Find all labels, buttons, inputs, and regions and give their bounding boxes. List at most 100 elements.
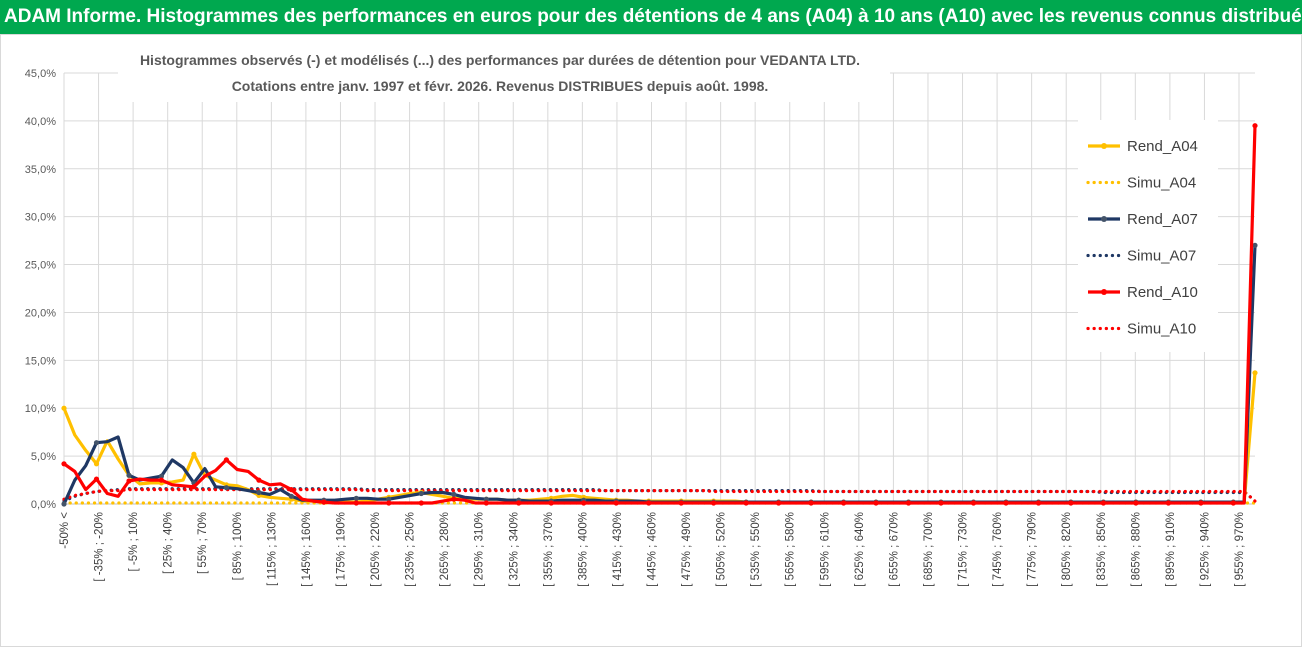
- y-tick-label: 45,0%: [25, 68, 56, 80]
- legend-label: Rend_A04: [1127, 138, 1198, 155]
- data-point: [191, 484, 197, 490]
- legend-label: Simu_A07: [1127, 248, 1196, 265]
- y-tick-label: 20,0%: [25, 307, 56, 319]
- data-point: [386, 500, 392, 506]
- series-rend-a10: [61, 123, 1258, 506]
- data-point: [158, 473, 164, 479]
- data-point: [873, 500, 879, 506]
- x-tick-label: [ -35% ; -20%: [94, 512, 106, 582]
- legend-item-simu-a10: Simu_A10: [1086, 321, 1196, 338]
- data-point: [1035, 500, 1042, 506]
- data-point: [1165, 500, 1171, 506]
- x-tick-label: [ 385% ; 400%: [577, 512, 589, 587]
- x-tick-label: [ 505% ; 520%: [716, 512, 728, 587]
- x-tick-label: [ 235% ; 250%: [405, 512, 417, 587]
- x-tick-label: [ 175% ; 190%: [335, 512, 347, 587]
- data-point: [256, 489, 262, 496]
- legend-label: Simu_A10: [1127, 321, 1196, 338]
- legend-item-rend-a10: Rend_A10: [1088, 284, 1198, 301]
- x-tick-label: [ 955% ; 970%: [1234, 512, 1246, 587]
- chart-title-background: [118, 42, 890, 102]
- legend-item-simu-a04: Simu_A04: [1086, 175, 1196, 192]
- y-tick-label: 10,0%: [25, 403, 56, 415]
- data-point: [126, 472, 132, 478]
- x-tick-label: [ 295% ; 310%: [474, 512, 486, 587]
- x-tick-label: [ 835% ; 850%: [1096, 512, 1108, 587]
- x-tick-label: [ 775% ; 790%: [1027, 512, 1039, 587]
- x-tick-label: [ 325% ; 340%: [508, 512, 520, 587]
- x-tick-label: [ 595% ; 610%: [819, 512, 831, 587]
- data-point: [288, 493, 294, 499]
- x-tick-label: [ 445% ; 460%: [647, 512, 659, 587]
- x-tick-label: [ 85% ; 100%: [232, 512, 244, 580]
- series-simu-a10: [62, 488, 1257, 503]
- x-tick-label: [ 925% ; 940%: [1199, 512, 1211, 587]
- x-tick-label: [ 715% ; 730%: [958, 512, 970, 587]
- legend-label: Simu_A04: [1127, 175, 1196, 192]
- x-tick-label: [ -5% ; 10%: [128, 512, 140, 571]
- data-point: [353, 495, 359, 501]
- y-tick-label: 15,0%: [25, 355, 56, 367]
- series-line: [62, 372, 1257, 504]
- x-tick-label: [ 625% ; 640%: [854, 512, 866, 587]
- data-point: [646, 500, 652, 506]
- series-rend-a04: [61, 370, 1258, 505]
- data-point: [61, 405, 67, 411]
- x-tick-label: [ 865% ; 880%: [1130, 512, 1142, 587]
- x-tick-label: [ 415% ; 430%: [612, 512, 624, 587]
- data-point: [581, 500, 587, 506]
- legend-item-rend-a04: Rend_A04: [1088, 138, 1198, 155]
- chart-title: Histogrammes observés (-) et modélisés (…: [140, 52, 860, 68]
- x-tick-label: [ 145% ; 160%: [301, 512, 313, 587]
- x-tick-label: [ 565% ; 580%: [785, 512, 797, 587]
- data-point: [418, 490, 424, 497]
- data-point: [418, 500, 424, 506]
- series-line: [63, 125, 1257, 505]
- data-point: [678, 500, 684, 506]
- y-tick-label: 5,0%: [31, 451, 56, 463]
- x-tick-label: [ 655% ; 670%: [888, 512, 900, 587]
- x-tick-label: [ 805% ; 820%: [1061, 512, 1073, 587]
- data-point: [483, 496, 489, 502]
- data-point: [776, 500, 782, 506]
- series-line: [62, 245, 1257, 505]
- data-point: [1068, 500, 1074, 506]
- data-point: [808, 500, 814, 506]
- legend-item-simu-a07: Simu_A07: [1086, 248, 1196, 265]
- legend-label: Rend_A10: [1127, 284, 1198, 301]
- data-point: [1252, 123, 1258, 129]
- data-point: [126, 478, 132, 484]
- x-tick-label: [ 745% ; 760%: [992, 512, 1004, 587]
- data-point: [1252, 242, 1258, 248]
- data-point: [711, 500, 717, 506]
- legend-label: Rend_A07: [1127, 211, 1198, 228]
- data-point: [93, 440, 100, 446]
- chart-series: [61, 123, 1258, 507]
- data-point: [1100, 500, 1106, 506]
- x-tick-label: [ 535% ; 550%: [750, 512, 762, 587]
- legend-item-rend-a07: Rend_A07: [1088, 211, 1198, 228]
- y-axis: 0,0% 5,0% 10,0% 15,0% 20,0% 25,0% 30,0% 35,0% 40…: [25, 68, 56, 511]
- data-point: [613, 500, 619, 506]
- data-point: [1003, 500, 1009, 506]
- x-tick-label: [ 895% ; 910%: [1165, 512, 1177, 587]
- data-point: [93, 461, 100, 467]
- data-point: [1230, 500, 1236, 506]
- legend-marker: [1101, 143, 1107, 149]
- data-point: [548, 500, 554, 506]
- data-point: [905, 500, 912, 506]
- data-point: [451, 496, 457, 502]
- data-point: [256, 477, 262, 483]
- data-point: [1198, 500, 1204, 506]
- data-point: [61, 461, 67, 467]
- report-title-banner: ADAM Informe. Histogrammes des performan…: [0, 0, 1302, 34]
- chart-subtitle: Cotations entre janv. 1997 et févr. 2026…: [232, 78, 769, 94]
- x-tick-label: [ 355% ; 370%: [543, 512, 555, 587]
- data-point: [743, 500, 749, 506]
- x-tick-label: [ 205% ; 220%: [370, 512, 382, 587]
- chart-gridlines: [63, 72, 1255, 505]
- y-tick-label: 30,0%: [25, 212, 56, 224]
- chart-legend: Rend_A04 Simu_A04 Rend_A07 Simu_A07 Rend_A10…: [1078, 120, 1218, 352]
- x-tick-label: -50% <: [59, 512, 71, 549]
